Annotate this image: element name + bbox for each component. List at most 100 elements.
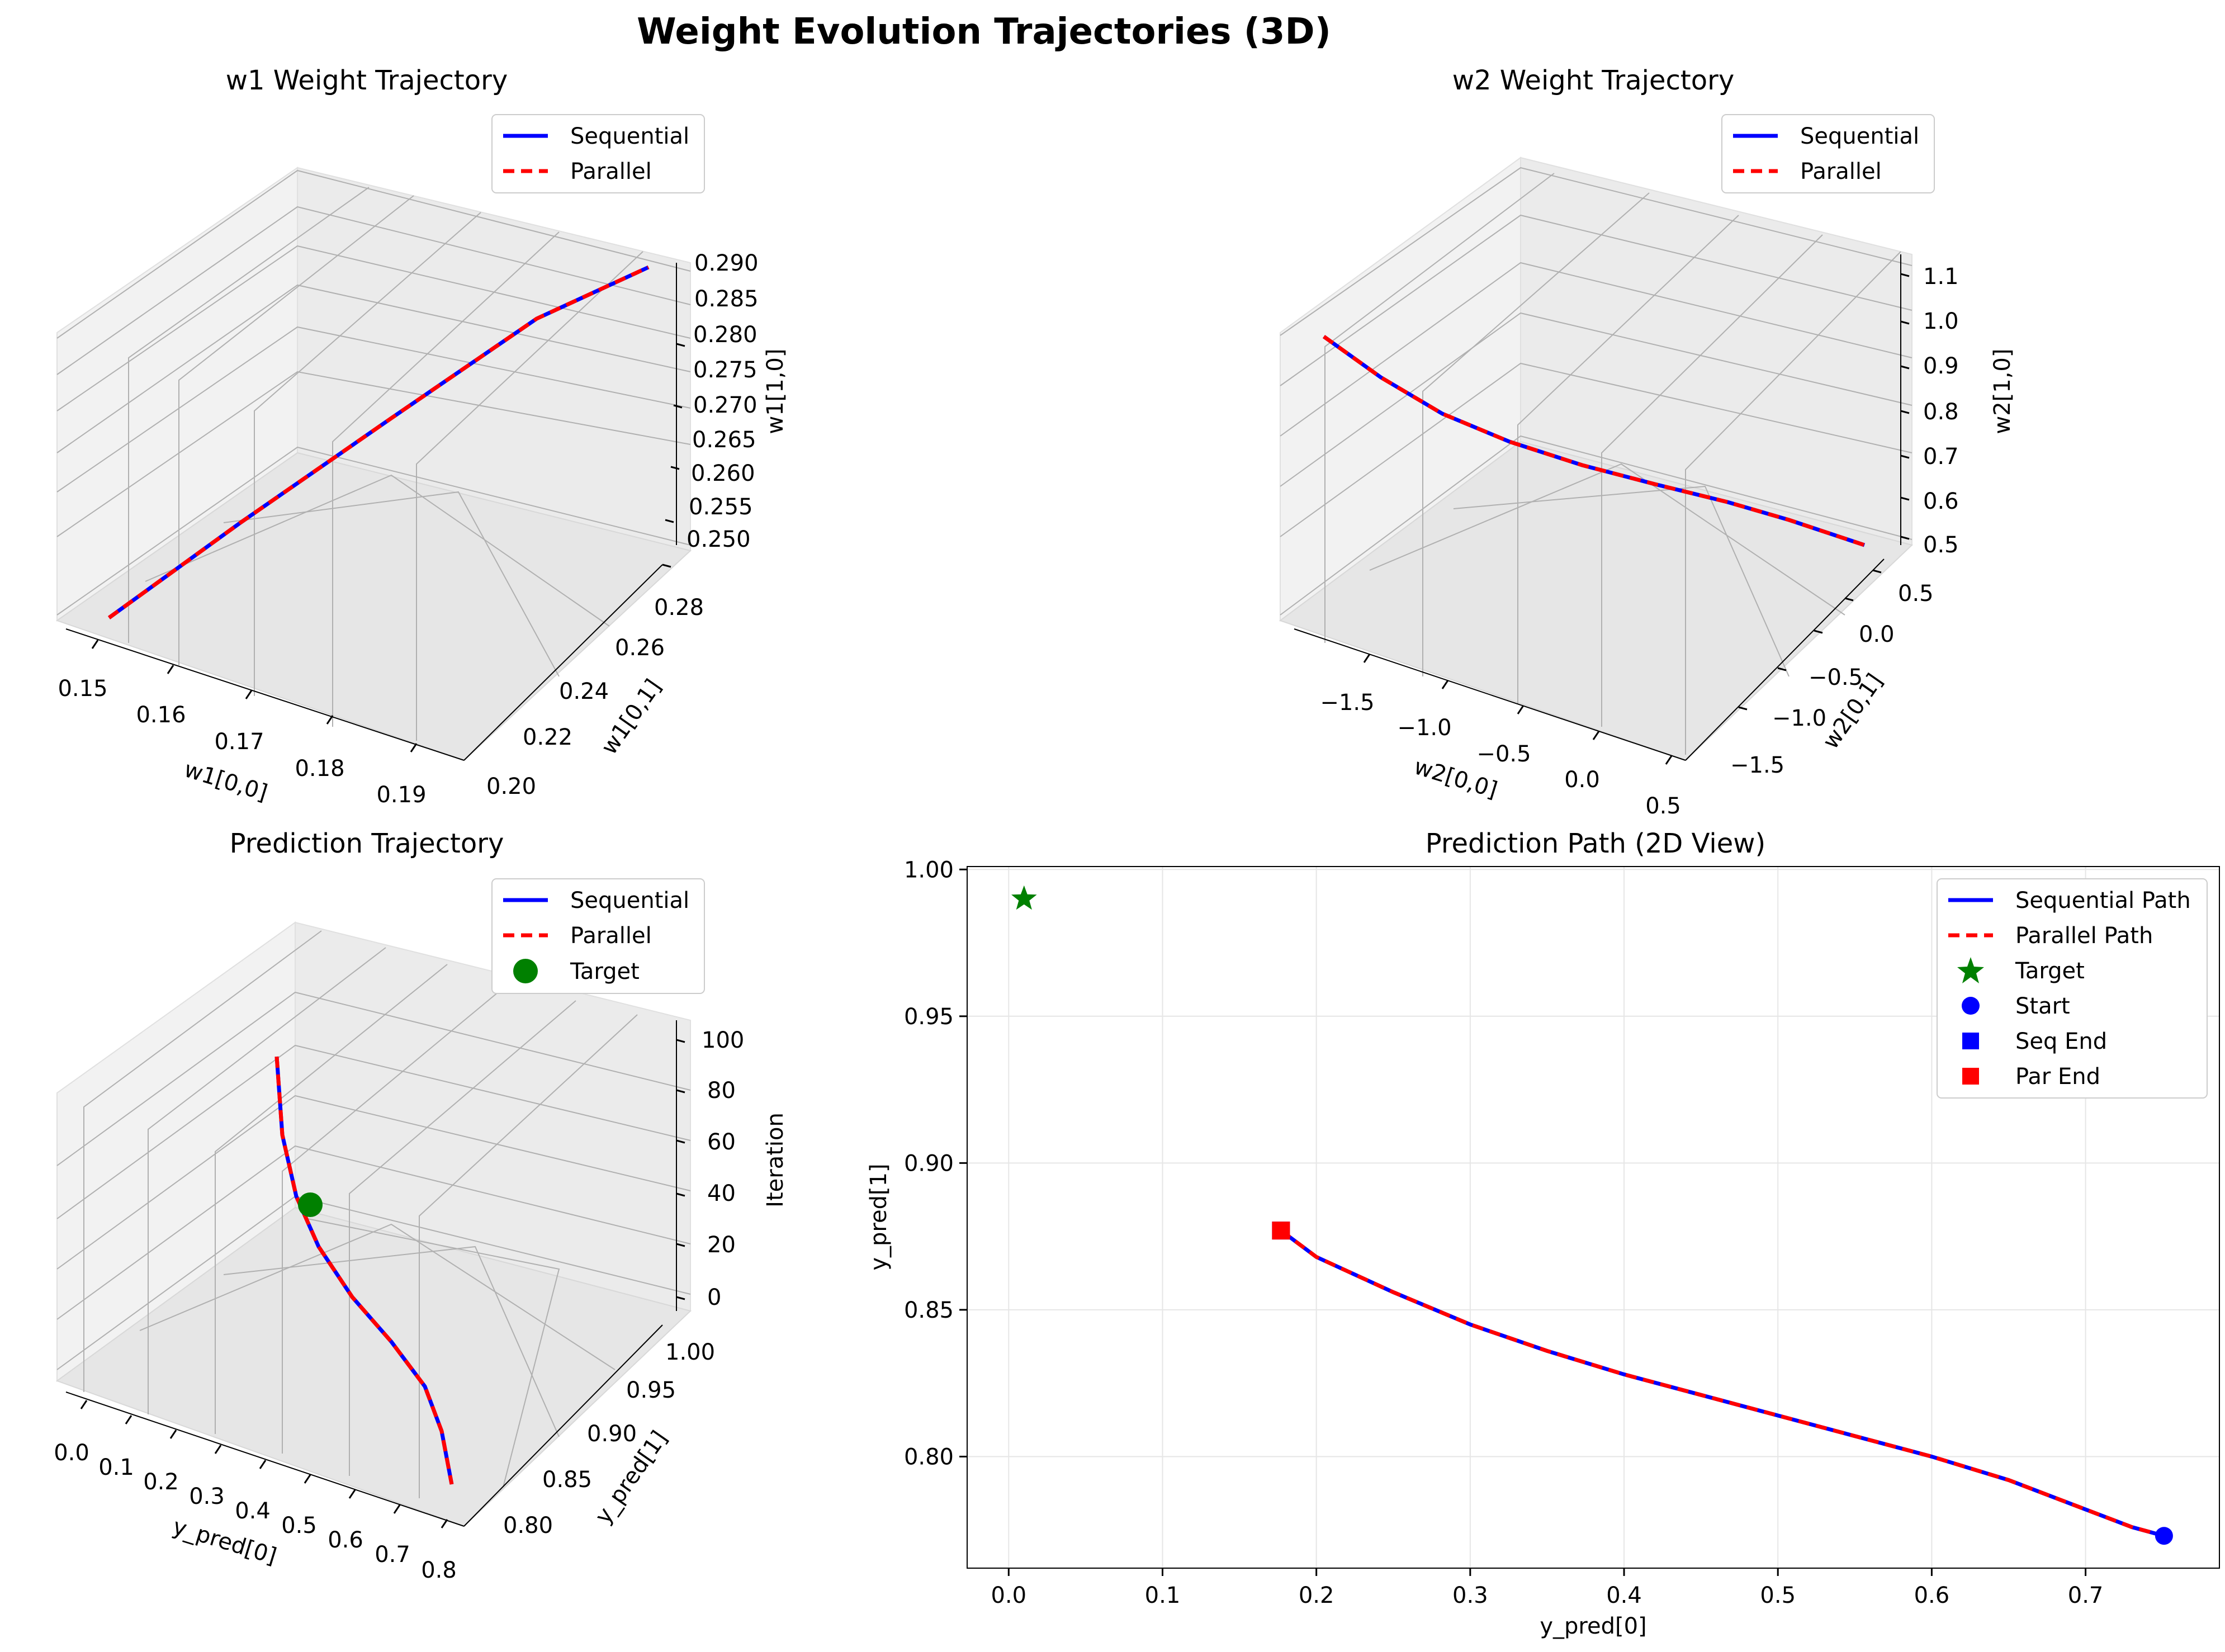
w1-y-ticks: 0.20 0.22 0.24 0.26 0.28 (486, 595, 704, 799)
legend-label: Parallel (570, 159, 652, 184)
legend-target-swatch (1957, 957, 1984, 983)
tick-label: 0.28 (654, 595, 704, 621)
pred-x-ticks: 0.0 0.1 0.2 0.3 0.4 0.5 0.6 0.7 0.8 (54, 1440, 457, 1583)
tick-label: 0.275 (693, 357, 758, 383)
panel-prediction-3d: Prediction Trajectory 0.0 0.1 0.2 0.3 0.… (54, 828, 788, 1583)
tick-label: 0.20 (486, 774, 536, 799)
tick-label: 0.0 (1564, 767, 1600, 793)
tick-label: 60 (707, 1129, 736, 1155)
legend-target-swatch (513, 959, 538, 983)
tick-label: −0.5 (1476, 741, 1531, 767)
x-tick-label: 0.7 (2068, 1583, 2104, 1608)
legend-start-swatch (1962, 997, 1980, 1015)
p4-x-label: y_pred[0] (1540, 1613, 1646, 1639)
legend-label: Sequential (570, 888, 689, 913)
tick-label: 0.8 (421, 1558, 457, 1583)
w2-z-label: w2[1,0] (1990, 349, 2015, 434)
y-tick-label: 0.80 (904, 1444, 954, 1470)
tick-label: 80 (707, 1078, 736, 1104)
panel-title: Prediction Trajectory (230, 828, 504, 859)
legend-label: Seq End (2015, 1029, 2107, 1054)
y-ticks: 0.80 0.85 0.90 0.95 1.00 (904, 857, 967, 1470)
y-tick-label: 0.95 (904, 1004, 954, 1030)
tick-label: 0.85 (542, 1467, 592, 1493)
tick-label: −1.5 (1320, 690, 1374, 716)
tick-label: 0.250 (687, 527, 751, 552)
tick-marks (1363, 273, 1910, 765)
w2-x-ticks: −1.5 −1.0 −0.5 0.0 0.5 (1320, 690, 1680, 819)
p4-y-label: y_pred[1] (866, 1163, 892, 1270)
w1-z-label: w1[1,0] (763, 349, 788, 434)
y-tick-label: 0.85 (904, 1298, 954, 1323)
legend-label: Target (2015, 958, 2085, 984)
tick-label: 0.265 (692, 427, 756, 453)
tick-label: 0.6 (328, 1527, 363, 1553)
tick-label: 0.1 (98, 1455, 134, 1480)
plot-marks (1011, 885, 2173, 1545)
legend-frame (491, 878, 705, 994)
grid-lines (1280, 167, 1912, 755)
tick-label: 0.0 (54, 1440, 89, 1466)
tick-label: −1.0 (1397, 715, 1451, 741)
floor-pane (55, 452, 692, 761)
tick-label: 0.95 (626, 1378, 676, 1403)
legend-label: Parallel Path (2015, 923, 2153, 949)
w1-x-label: w1[0,0] (181, 756, 271, 806)
tick-label: 0.18 (295, 756, 344, 782)
panel-prediction-2d: Prediction Path (2D View) 0.0 0.1 0.2 0.3 0.… (866, 828, 2220, 1639)
axis-edges (65, 1020, 677, 1527)
legend-label: Sequential Path (2015, 888, 2191, 913)
legend-w2: Sequential Parallel (1721, 114, 1935, 193)
tick-label: 20 (707, 1232, 736, 1258)
y-tick-label: 0.90 (904, 1151, 954, 1176)
tick-label: 0.16 (136, 702, 186, 728)
panel-title: w2 Weight Trajectory (1452, 65, 1735, 96)
grid-lines (56, 930, 691, 1498)
tick-label: 0.2 (143, 1469, 179, 1495)
tick-label: 0.260 (691, 461, 755, 486)
tick-label: 0.5 (1898, 581, 1934, 607)
tick-label: 0.4 (235, 1498, 271, 1524)
tick-label: 0.17 (214, 729, 264, 755)
tick-label: 0.7 (1923, 444, 1959, 470)
legend-pred: Sequential Parallel Target (491, 878, 705, 994)
tick-label: 0.90 (587, 1421, 637, 1447)
parallel-path-line (1280, 1229, 2165, 1538)
tick-label: 1.1 (1923, 264, 1959, 290)
tick-marks (91, 343, 685, 752)
legend-label: Parallel (1800, 159, 1882, 184)
tick-label: 0.285 (694, 286, 759, 312)
tick-label: −0.5 (1809, 665, 1863, 690)
tick-label: 0.80 (503, 1513, 553, 1539)
axis-edges (1294, 254, 1901, 761)
legend-label: Sequential (570, 124, 689, 149)
legend-label: Parallel (570, 923, 652, 949)
tick-label: 0.280 (693, 322, 758, 348)
tick-label: 0 (707, 1285, 721, 1310)
tick-label: 0.8 (1923, 399, 1959, 425)
pred-z-ticks: 0 20 40 60 80 100 (702, 1028, 744, 1310)
target-star-marker (1011, 885, 1037, 910)
w2-y-ticks: −1.5 −1.0 −0.5 0.0 0.5 (1730, 581, 1934, 778)
legend-label: Sequential (1800, 124, 1919, 149)
tick-marks (80, 1039, 685, 1528)
panel-w1: w1 Weight Trajectory 0.15 0.16 0.17 0.18… (55, 65, 788, 808)
pred-y-ticks: 0.80 0.85 0.90 0.95 1.00 (503, 1339, 715, 1539)
legend-label: Par End (2015, 1064, 2100, 1090)
legend-par-end-swatch (1962, 1068, 1979, 1085)
par-end-marker (1272, 1222, 1290, 1240)
legend-frame (1937, 878, 2208, 1099)
tick-label: 0.24 (559, 679, 609, 704)
w1-x-ticks: 0.15 0.16 0.17 0.18 0.19 (58, 676, 426, 808)
tick-label: 0.5 (281, 1513, 317, 1539)
floor-pane (1279, 441, 1913, 761)
tick-label: 100 (702, 1028, 744, 1053)
tick-label: 1.0 (1923, 309, 1959, 334)
panel-title: w1 Weight Trajectory (226, 65, 508, 96)
tick-label: 0.26 (615, 635, 665, 661)
tick-label: 1.00 (665, 1339, 715, 1365)
start-marker (2155, 1527, 2173, 1545)
w2-z-ticks: 0.5 0.6 0.7 0.8 0.9 1.0 1.1 (1923, 264, 1959, 558)
tick-label: 0.22 (523, 725, 572, 750)
